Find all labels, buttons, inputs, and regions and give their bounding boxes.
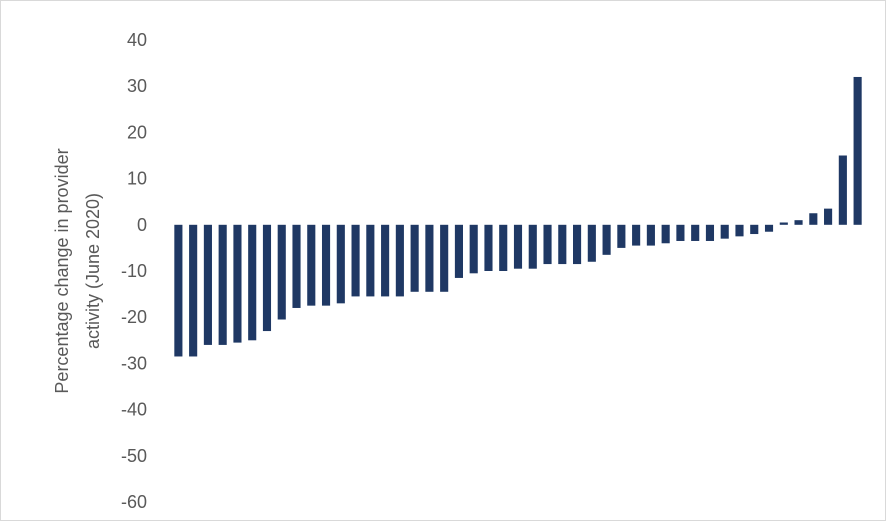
bar — [425, 224, 434, 292]
bar — [262, 224, 272, 332]
bar — [248, 224, 257, 341]
bar — [321, 224, 331, 306]
bar — [174, 224, 183, 357]
bar — [189, 224, 198, 357]
bar — [381, 224, 390, 297]
bar — [838, 155, 847, 225]
bar — [764, 224, 774, 232]
bar — [779, 222, 788, 225]
bar — [661, 224, 670, 244]
bar — [203, 224, 212, 345]
y-axis-title-line-2: activity (June 2020) — [83, 193, 103, 349]
bar — [336, 224, 345, 304]
bar — [720, 224, 729, 239]
bar — [735, 224, 744, 237]
bar — [277, 224, 286, 320]
bar — [750, 224, 759, 235]
y-tick-label: 40 — [127, 30, 147, 50]
y-tick-label: -40 — [121, 400, 147, 420]
bar — [351, 224, 360, 297]
bar — [853, 76, 862, 225]
bar — [218, 224, 227, 345]
bar-series — [174, 76, 862, 357]
bar — [824, 208, 833, 225]
y-tick-label: -20 — [121, 307, 147, 327]
bar — [794, 220, 803, 225]
y-axis-title-line-1: Percentage change in provider — [52, 148, 72, 393]
bar — [676, 224, 685, 241]
bar — [573, 224, 582, 265]
y-axis-title: Percentage change in provider activity (… — [52, 148, 103, 393]
bar — [292, 224, 301, 308]
y-tick-label: 0 — [137, 215, 147, 235]
y-tick-label: 20 — [127, 122, 147, 142]
bar — [558, 224, 567, 265]
bar — [646, 224, 655, 246]
bar — [809, 213, 818, 225]
bar — [528, 224, 537, 269]
bar — [499, 224, 508, 271]
bar — [543, 224, 552, 265]
bar — [705, 224, 715, 241]
y-axis-ticks: 40 30 20 10 0 -10 -20 -30 -40 -50 -60 — [121, 30, 147, 512]
bar — [395, 224, 404, 297]
bar — [484, 224, 493, 271]
bar — [454, 224, 463, 278]
bar — [587, 224, 596, 262]
y-tick-label: -10 — [121, 261, 147, 281]
bar — [307, 224, 316, 306]
bar — [233, 224, 242, 343]
y-tick-label: 30 — [127, 76, 147, 96]
bar — [602, 224, 611, 255]
bar — [617, 224, 626, 248]
bar — [513, 224, 523, 269]
y-tick-label: 10 — [127, 169, 147, 189]
bar — [632, 224, 641, 246]
y-tick-label: -50 — [121, 446, 147, 466]
bar — [469, 224, 478, 274]
bar — [440, 224, 449, 292]
bar — [410, 224, 419, 292]
bar — [691, 224, 700, 241]
bar — [366, 224, 375, 297]
y-tick-label: -30 — [121, 353, 147, 373]
y-tick-label: -60 — [121, 492, 147, 512]
